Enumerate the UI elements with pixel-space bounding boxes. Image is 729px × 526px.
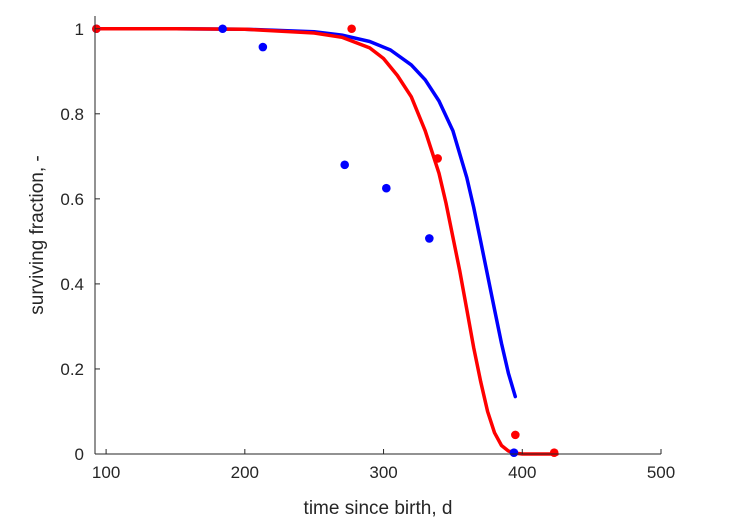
y-tick-label: 0.8 xyxy=(60,105,84,124)
y-tick-label: 0.6 xyxy=(60,190,84,209)
x-tick-label: 400 xyxy=(508,463,536,482)
series-1-data-point xyxy=(433,154,442,163)
y-ticks: 0 0.2 0.4 0.6 0.8 1 xyxy=(60,20,100,464)
y-tick-label: 0.4 xyxy=(60,275,84,294)
series-0-data-point xyxy=(340,160,350,170)
x-tick-label: 200 xyxy=(231,463,259,482)
x-tick-label: 500 xyxy=(647,463,675,482)
y-tick-label: 0.2 xyxy=(60,360,84,379)
y-axis-label: surviving fraction, - xyxy=(27,155,48,314)
y-tick-label: 1 xyxy=(75,20,84,39)
x-tick-label: 300 xyxy=(369,463,397,482)
plot-area xyxy=(95,16,661,454)
series-1-data-point xyxy=(511,430,520,440)
series-1-data-point xyxy=(549,448,559,458)
series-1-data-point xyxy=(347,24,356,34)
y-tick-label: 0 xyxy=(75,445,84,464)
series-0-data-point xyxy=(382,183,391,193)
series-0-data-point xyxy=(258,42,268,52)
x-axis-label: time since birth, d xyxy=(304,498,453,519)
series-3-fit-line xyxy=(94,27,559,456)
series-0-data-point xyxy=(218,24,227,34)
x-tick-label: 100 xyxy=(92,463,120,482)
series-0-data-point xyxy=(425,234,434,243)
series-0-data-point xyxy=(509,448,519,458)
x-ticks: 100 200 300 400 500 xyxy=(92,449,675,482)
